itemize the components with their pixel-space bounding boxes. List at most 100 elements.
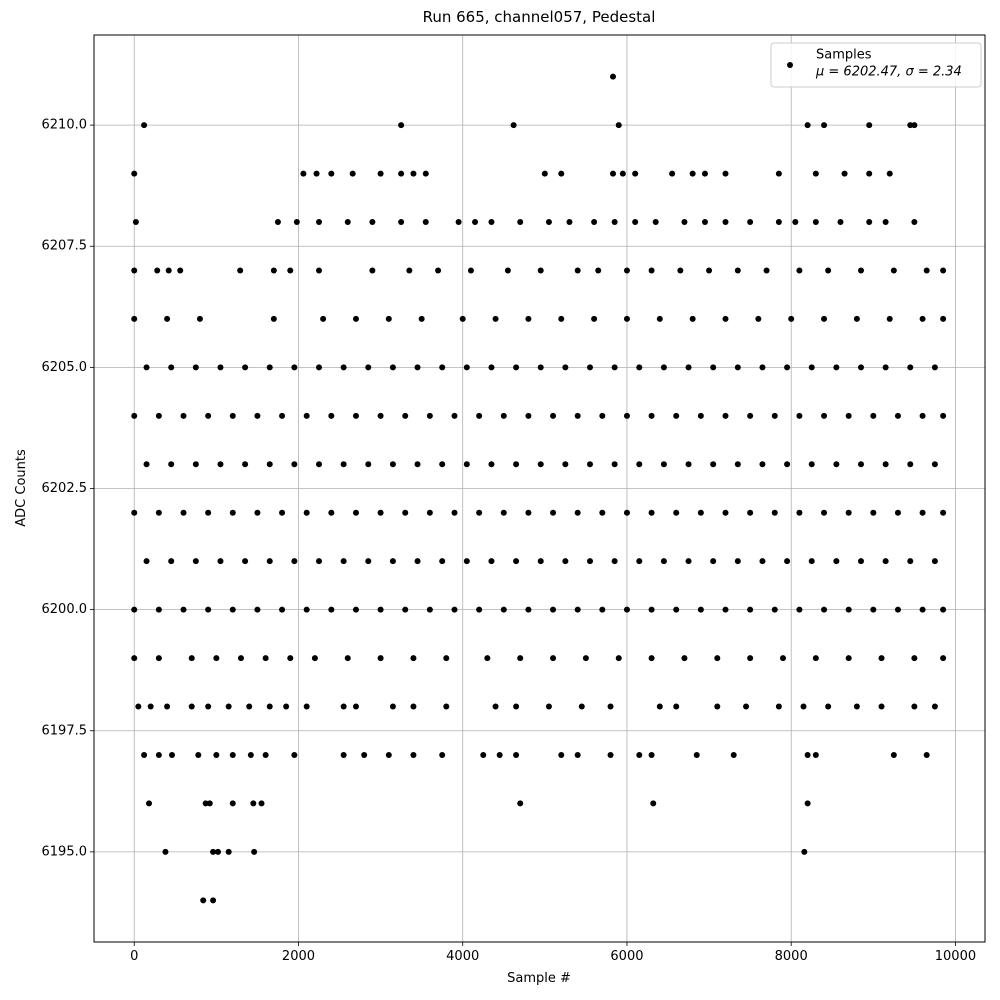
x-tick-label: 6000 <box>610 949 643 964</box>
point <box>279 606 286 613</box>
point <box>451 606 458 613</box>
point <box>931 364 938 371</box>
point <box>623 412 630 419</box>
point <box>545 219 552 226</box>
point <box>853 703 860 710</box>
point <box>656 315 663 322</box>
point <box>845 606 852 613</box>
point <box>266 461 273 468</box>
point <box>266 364 273 371</box>
point <box>517 655 524 662</box>
point <box>734 267 741 274</box>
point <box>940 315 947 322</box>
point <box>210 848 217 855</box>
point <box>266 558 273 565</box>
point <box>467 267 474 274</box>
point <box>476 606 483 613</box>
point <box>476 412 483 419</box>
point <box>673 412 680 419</box>
point <box>537 461 544 468</box>
point <box>262 655 269 662</box>
point <box>500 509 507 516</box>
point <box>550 412 557 419</box>
point <box>254 606 261 613</box>
point <box>611 558 618 565</box>
point <box>607 703 614 710</box>
point <box>215 848 222 855</box>
point <box>472 219 479 226</box>
point <box>763 267 770 274</box>
point <box>722 606 729 613</box>
point <box>734 461 741 468</box>
point <box>734 558 741 565</box>
point <box>291 364 298 371</box>
point <box>541 170 548 177</box>
point <box>410 170 417 177</box>
point <box>492 703 499 710</box>
point <box>808 558 815 565</box>
legend-marker <box>787 62 793 68</box>
point <box>131 412 138 419</box>
point <box>202 800 209 807</box>
point <box>426 606 433 613</box>
point <box>131 170 138 177</box>
point <box>771 509 778 516</box>
y-tick-label: 6202.5 <box>42 481 88 496</box>
point <box>242 461 249 468</box>
points <box>131 73 947 904</box>
point <box>660 558 667 565</box>
point <box>463 364 470 371</box>
point <box>784 461 791 468</box>
point <box>808 364 815 371</box>
x-axis-label: Sample # <box>507 971 571 986</box>
point <box>931 461 938 468</box>
point <box>422 219 429 226</box>
point <box>808 461 815 468</box>
point <box>385 751 392 758</box>
point <box>488 558 495 565</box>
point <box>870 606 877 613</box>
point <box>886 315 893 322</box>
x-tick-label: 10000 <box>935 949 976 964</box>
point <box>525 509 532 516</box>
point <box>771 606 778 613</box>
point <box>587 364 594 371</box>
point <box>537 267 544 274</box>
x-tick-label: 2000 <box>282 949 315 964</box>
point <box>882 219 889 226</box>
point <box>195 751 202 758</box>
point <box>303 412 310 419</box>
point <box>574 509 581 516</box>
point <box>131 315 138 322</box>
point <box>648 655 655 662</box>
point <box>673 703 680 710</box>
point <box>377 655 384 662</box>
point <box>907 558 914 565</box>
point <box>870 509 877 516</box>
point <box>722 170 729 177</box>
point <box>340 364 347 371</box>
point <box>550 509 557 516</box>
point <box>488 219 495 226</box>
point <box>254 509 261 516</box>
point <box>775 703 782 710</box>
point <box>940 412 947 419</box>
point <box>217 461 224 468</box>
point <box>316 461 323 468</box>
point <box>550 655 557 662</box>
point <box>710 364 717 371</box>
point <box>886 170 893 177</box>
point <box>609 170 616 177</box>
point <box>821 606 828 613</box>
point <box>587 461 594 468</box>
point <box>599 412 606 419</box>
point <box>821 122 828 129</box>
point <box>894 412 901 419</box>
point <box>562 558 569 565</box>
point <box>414 461 421 468</box>
point <box>169 751 176 758</box>
point <box>660 364 667 371</box>
point <box>566 219 573 226</box>
